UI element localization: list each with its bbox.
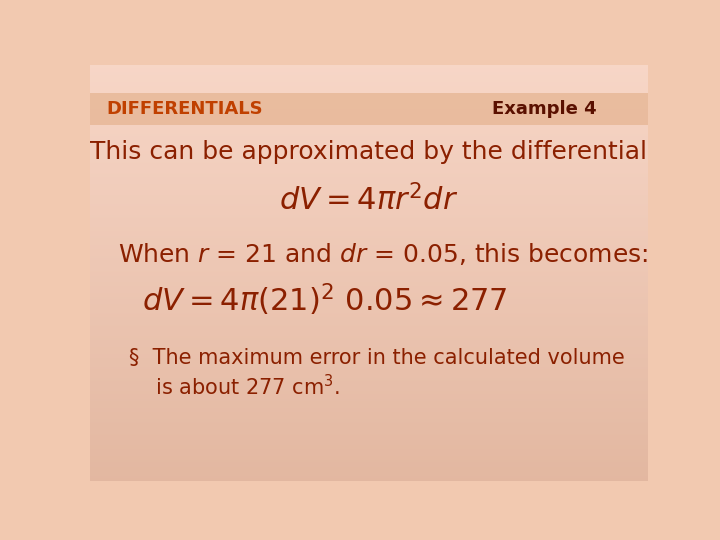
Bar [90,93,648,125]
Text: Example 4: Example 4 [492,100,596,118]
Text: §  The maximum error in the calculated volume: § The maximum error in the calculated vo… [129,348,625,368]
Text: $\it{d}V = 4\pi(21)^{2}\ 0.05 \approx 277$: $\it{d}V = 4\pi(21)^{2}\ 0.05 \approx 27… [142,281,507,318]
Text: $\it{d}V = 4\pi r^{2}\it{d}r$: $\it{d}V = 4\pi r^{2}\it{d}r$ [279,184,459,216]
Text: This can be approximated by the differential: This can be approximated by the differen… [91,140,647,164]
Text: is about 277 cm$^{3}$.: is about 277 cm$^{3}$. [129,374,340,400]
Text: DIFFERENTIALS: DIFFERENTIALS [107,100,264,118]
Text: When $\it{r}$ = 21 and $\it{d}r$ = 0.05, this becomes:: When $\it{r}$ = 21 and $\it{d}r$ = 0.05,… [118,241,648,267]
